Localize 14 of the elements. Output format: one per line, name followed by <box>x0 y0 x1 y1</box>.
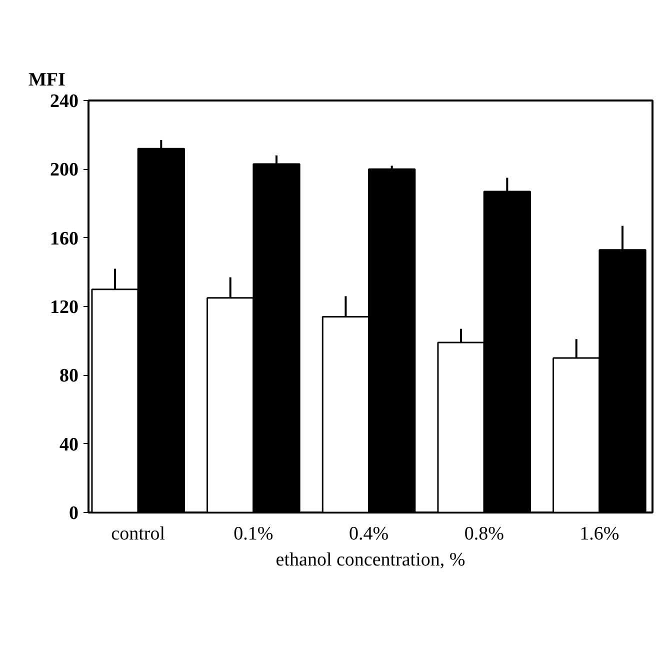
x-tick-label: 0.4% <box>348 524 389 544</box>
y-tick-label: 120 <box>50 297 78 318</box>
y-tick-label: 0 <box>69 503 78 524</box>
y-tick-label: 240 <box>50 91 78 112</box>
y-tick-label: 160 <box>50 228 78 250</box>
x-axis-title: ethanol concentration, % <box>276 550 466 570</box>
x-tick-label: 0.8% <box>464 524 504 544</box>
x-tick-label: control <box>111 524 166 544</box>
y-tick-label: 200 <box>50 160 78 181</box>
y-tick-label: 40 <box>60 434 78 456</box>
x-tick-label: 1.6% <box>580 524 620 544</box>
x-tick-label: 0.1% <box>234 524 274 544</box>
y-axis-title: MFI <box>28 70 66 90</box>
y-tick-label: 80 <box>60 366 78 387</box>
